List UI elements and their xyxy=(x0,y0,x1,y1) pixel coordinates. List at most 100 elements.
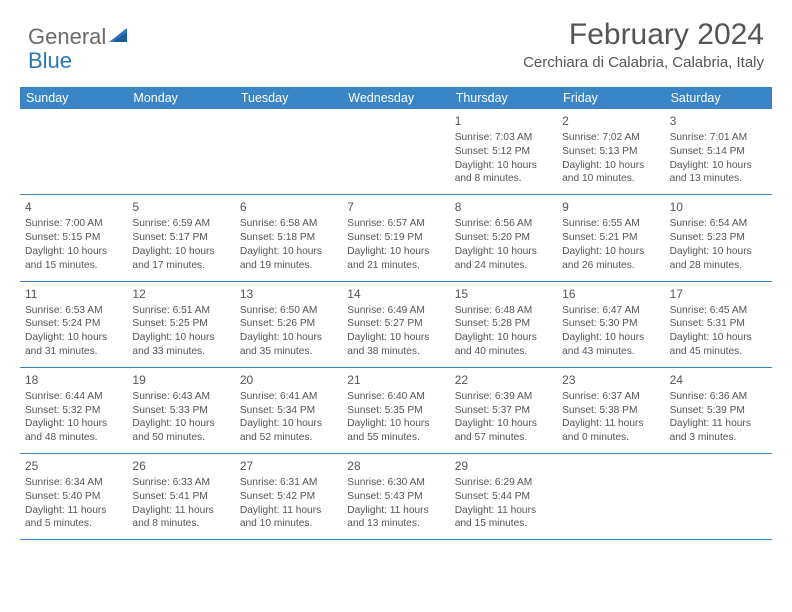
daylight-line: and 31 minutes. xyxy=(25,345,122,359)
sunrise-line: Sunrise: 6:55 AM xyxy=(562,217,659,231)
daylight-line: and 48 minutes. xyxy=(25,431,122,445)
daylight-line: and 57 minutes. xyxy=(455,431,552,445)
day-cell: 8Sunrise: 6:56 AMSunset: 5:20 PMDaylight… xyxy=(450,195,557,280)
daylight-line: and 0 minutes. xyxy=(562,431,659,445)
week-row: 11Sunrise: 6:53 AMSunset: 5:24 PMDayligh… xyxy=(20,282,772,368)
day-number: 20 xyxy=(240,372,337,388)
day-cell: 1Sunrise: 7:03 AMSunset: 5:12 PMDaylight… xyxy=(450,109,557,194)
daylight-line: Daylight: 10 hours xyxy=(132,417,229,431)
daylight-line: Daylight: 10 hours xyxy=(240,331,337,345)
daylight-line: Daylight: 11 hours xyxy=(25,504,122,518)
day-number: 6 xyxy=(240,199,337,215)
day-number: 2 xyxy=(562,113,659,129)
day-cell: 21Sunrise: 6:40 AMSunset: 5:35 PMDayligh… xyxy=(342,368,449,453)
daylight-line: and 24 minutes. xyxy=(455,259,552,273)
sunset-line: Sunset: 5:42 PM xyxy=(240,490,337,504)
daylight-line: Daylight: 10 hours xyxy=(347,331,444,345)
sunrise-line: Sunrise: 6:34 AM xyxy=(25,476,122,490)
day-cell: 16Sunrise: 6:47 AMSunset: 5:30 PMDayligh… xyxy=(557,282,664,367)
day-number: 3 xyxy=(670,113,767,129)
daylight-line: Daylight: 10 hours xyxy=(132,245,229,259)
day-cell: 5Sunrise: 6:59 AMSunset: 5:17 PMDaylight… xyxy=(127,195,234,280)
day-number: 15 xyxy=(455,286,552,302)
day-number: 26 xyxy=(132,458,229,474)
day-number: 22 xyxy=(455,372,552,388)
daylight-line: and 33 minutes. xyxy=(132,345,229,359)
daylight-line: Daylight: 10 hours xyxy=(455,331,552,345)
month-title: February 2024 xyxy=(523,18,764,52)
daylight-line: Daylight: 10 hours xyxy=(25,417,122,431)
day-number: 25 xyxy=(25,458,122,474)
dow-cell: Thursday xyxy=(450,87,557,109)
sunset-line: Sunset: 5:17 PM xyxy=(132,231,229,245)
sunrise-line: Sunrise: 6:30 AM xyxy=(347,476,444,490)
day-cell: 22Sunrise: 6:39 AMSunset: 5:37 PMDayligh… xyxy=(450,368,557,453)
daylight-line: and 40 minutes. xyxy=(455,345,552,359)
day-cell: 14Sunrise: 6:49 AMSunset: 5:27 PMDayligh… xyxy=(342,282,449,367)
brand-text-blue-wrap: Blue xyxy=(28,48,72,74)
daylight-line: and 8 minutes. xyxy=(455,172,552,186)
day-cell: 6Sunrise: 6:58 AMSunset: 5:18 PMDaylight… xyxy=(235,195,342,280)
daylight-line: and 35 minutes. xyxy=(240,345,337,359)
sunrise-line: Sunrise: 6:29 AM xyxy=(455,476,552,490)
dow-cell: Sunday xyxy=(20,87,127,109)
daylight-line: and 15 minutes. xyxy=(455,517,552,531)
sunrise-line: Sunrise: 7:02 AM xyxy=(562,131,659,145)
daylight-line: Daylight: 11 hours xyxy=(240,504,337,518)
daylight-line: Daylight: 10 hours xyxy=(347,417,444,431)
day-number: 10 xyxy=(670,199,767,215)
day-cell: 4Sunrise: 7:00 AMSunset: 5:15 PMDaylight… xyxy=(20,195,127,280)
calendar: SundayMondayTuesdayWednesdayThursdayFrid… xyxy=(20,87,772,540)
sunrise-line: Sunrise: 6:33 AM xyxy=(132,476,229,490)
sunset-line: Sunset: 5:34 PM xyxy=(240,404,337,418)
sunrise-line: Sunrise: 6:41 AM xyxy=(240,390,337,404)
day-cell: 11Sunrise: 6:53 AMSunset: 5:24 PMDayligh… xyxy=(20,282,127,367)
empty-cell xyxy=(20,109,127,194)
day-cell: 10Sunrise: 6:54 AMSunset: 5:23 PMDayligh… xyxy=(665,195,772,280)
week-row: 4Sunrise: 7:00 AMSunset: 5:15 PMDaylight… xyxy=(20,195,772,281)
dow-cell: Wednesday xyxy=(342,87,449,109)
empty-cell xyxy=(557,454,664,539)
sunset-line: Sunset: 5:14 PM xyxy=(670,145,767,159)
daylight-line: and 26 minutes. xyxy=(562,259,659,273)
sunrise-line: Sunrise: 6:47 AM xyxy=(562,304,659,318)
daylight-line: and 52 minutes. xyxy=(240,431,337,445)
day-number: 9 xyxy=(562,199,659,215)
day-number: 18 xyxy=(25,372,122,388)
sunset-line: Sunset: 5:26 PM xyxy=(240,317,337,331)
daylight-line: Daylight: 11 hours xyxy=(670,417,767,431)
sunrise-line: Sunrise: 7:01 AM xyxy=(670,131,767,145)
day-number: 8 xyxy=(455,199,552,215)
sunset-line: Sunset: 5:23 PM xyxy=(670,231,767,245)
sunset-line: Sunset: 5:40 PM xyxy=(25,490,122,504)
daylight-line: Daylight: 10 hours xyxy=(562,159,659,173)
brand-text-general: General xyxy=(28,24,106,50)
sunset-line: Sunset: 5:19 PM xyxy=(347,231,444,245)
daylight-line: and 55 minutes. xyxy=(347,431,444,445)
day-number: 7 xyxy=(347,199,444,215)
day-cell: 2 Sunrise: 7:02 AMSunset: 5:13 PMDaylight… xyxy=(557,109,664,194)
day-cell: 27Sunrise: 6:31 AMSunset: 5:42 PMDayligh… xyxy=(235,454,342,539)
daylight-line: and 17 minutes. xyxy=(132,259,229,273)
day-number: 29 xyxy=(455,458,552,474)
day-cell: 29Sunrise: 6:29 AMSunset: 5:44 PMDayligh… xyxy=(450,454,557,539)
sunset-line: Sunset: 5:13 PM xyxy=(562,145,659,159)
day-cell: 3 Sunrise: 7:01 AMSunset: 5:14 PMDaylight… xyxy=(665,109,772,194)
daylight-line: and 10 minutes. xyxy=(240,517,337,531)
day-number: 11 xyxy=(25,286,122,302)
sunrise-line: Sunrise: 7:03 AM xyxy=(455,131,552,145)
day-cell: 28Sunrise: 6:30 AMSunset: 5:43 PMDayligh… xyxy=(342,454,449,539)
sunrise-line: Sunrise: 6:45 AM xyxy=(670,304,767,318)
day-cell: 12Sunrise: 6:51 AMSunset: 5:25 PMDayligh… xyxy=(127,282,234,367)
week-row: 18Sunrise: 6:44 AMSunset: 5:32 PMDayligh… xyxy=(20,368,772,454)
day-number: 12 xyxy=(132,286,229,302)
daylight-line: Daylight: 10 hours xyxy=(670,159,767,173)
sunrise-line: Sunrise: 6:50 AM xyxy=(240,304,337,318)
empty-cell xyxy=(342,109,449,194)
sunrise-line: Sunrise: 6:57 AM xyxy=(347,217,444,231)
sunrise-line: Sunrise: 6:48 AM xyxy=(455,304,552,318)
daylight-line: and 13 minutes. xyxy=(347,517,444,531)
sunrise-line: Sunrise: 6:37 AM xyxy=(562,390,659,404)
day-cell: 24Sunrise: 6:36 AMSunset: 5:39 PMDayligh… xyxy=(665,368,772,453)
daylight-line: and 19 minutes. xyxy=(240,259,337,273)
